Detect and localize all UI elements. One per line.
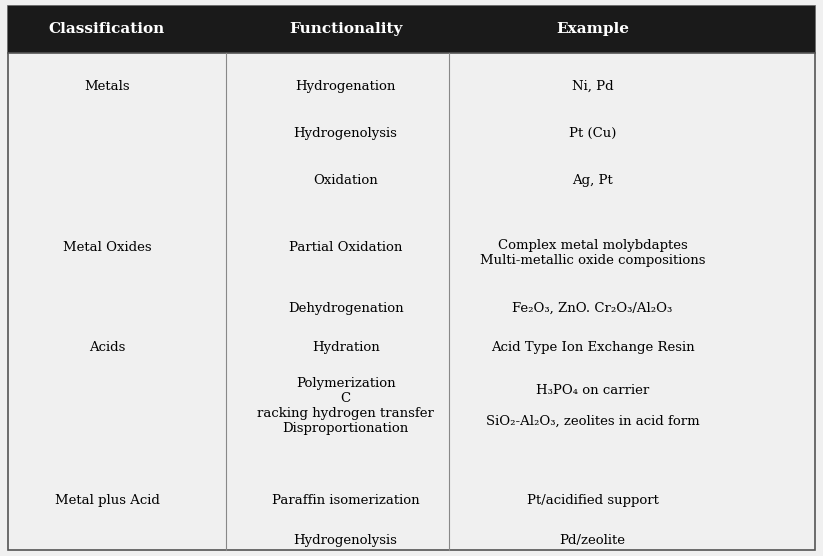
Text: Oxidation: Oxidation — [314, 174, 378, 187]
Text: Pt (Cu): Pt (Cu) — [569, 127, 616, 140]
Text: Partial Oxidation: Partial Oxidation — [289, 241, 402, 254]
Text: Functionality: Functionality — [289, 22, 402, 36]
Text: Ni, Pd: Ni, Pd — [572, 80, 613, 93]
Bar — [8, 6, 815, 53]
Text: Metals: Metals — [84, 80, 130, 93]
Text: Acids: Acids — [89, 341, 125, 354]
Text: Hydrogenolysis: Hydrogenolysis — [294, 127, 398, 140]
Text: Example: Example — [556, 22, 629, 36]
Text: Pd/zeolite: Pd/zeolite — [560, 534, 625, 547]
Text: Ag, Pt: Ag, Pt — [572, 174, 613, 187]
Text: Metal Oxides: Metal Oxides — [63, 241, 151, 254]
Text: Hydration: Hydration — [312, 341, 379, 354]
Text: Hydrogenation: Hydrogenation — [295, 80, 396, 93]
Text: Complex metal molybdaptes
Multi-metallic oxide compositions: Complex metal molybdaptes Multi-metallic… — [480, 239, 705, 267]
Text: Fe₂O₃, ZnO. Cr₂O₃/Al₂O₃: Fe₂O₃, ZnO. Cr₂O₃/Al₂O₃ — [513, 302, 672, 315]
Text: Metal plus Acid: Metal plus Acid — [54, 494, 160, 507]
Text: Dehydrogenation: Dehydrogenation — [288, 302, 403, 315]
Text: Acid Type Ion Exchange Resin: Acid Type Ion Exchange Resin — [491, 341, 695, 354]
Text: Paraffin isomerization: Paraffin isomerization — [272, 494, 420, 507]
Text: Classification: Classification — [49, 22, 165, 36]
Text: Polymerization
C
racking hydrogen transfer
Disproportionation: Polymerization C racking hydrogen transf… — [258, 377, 434, 435]
Text: Pt/acidified support: Pt/acidified support — [527, 494, 658, 507]
Text: H₃PO₄ on carrier

SiO₂-Al₂O₃, zeolites in acid form: H₃PO₄ on carrier SiO₂-Al₂O₃, zeolites in… — [486, 384, 700, 428]
Text: Hydrogenolysis: Hydrogenolysis — [294, 534, 398, 547]
